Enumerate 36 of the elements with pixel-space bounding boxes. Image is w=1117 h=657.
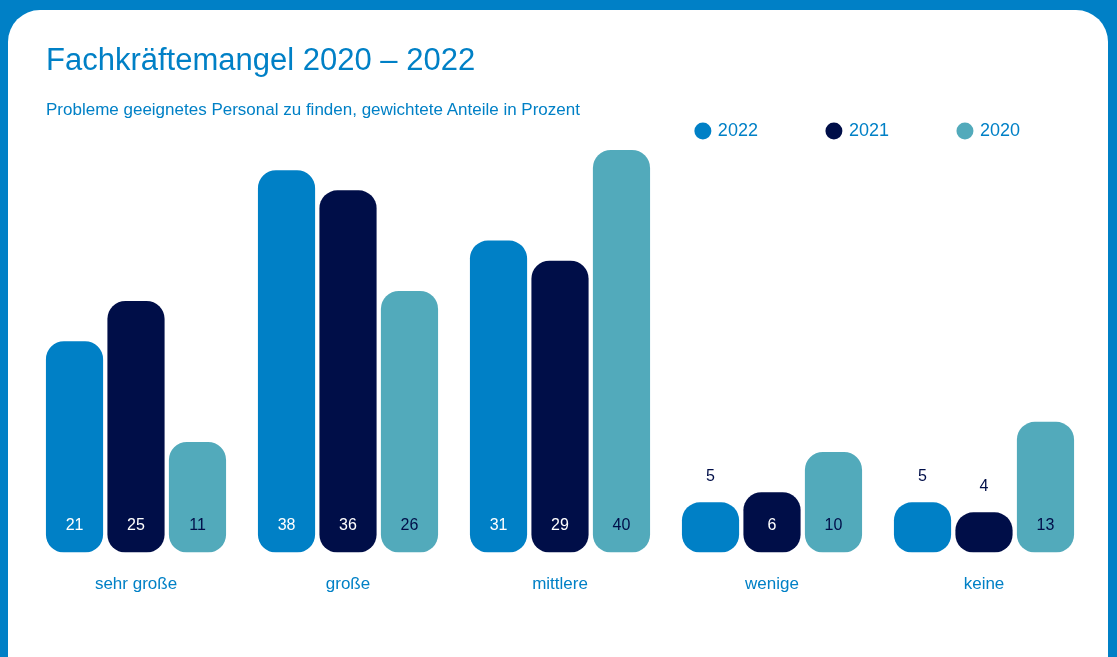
bar [319, 190, 377, 553]
data-label: 21 [65, 516, 84, 534]
x-tick-label: keine [963, 574, 1005, 594]
bar [45, 341, 104, 553]
chart-subtitle: Probleme geeignetes Personal zu finden, gewichtete Anteile in Prozent [46, 100, 580, 120]
bar [168, 441, 227, 553]
bar [469, 240, 528, 553]
data-label: 4 [979, 476, 989, 494]
data-label: 10 [824, 516, 843, 534]
x-tick-label: mittlere [532, 574, 588, 594]
data-label: 26 [400, 516, 419, 534]
data-label: 36 [339, 516, 357, 534]
data-label: 5 [918, 466, 928, 484]
bar [804, 451, 863, 553]
bar [531, 260, 589, 553]
data-label: 25 [127, 516, 145, 534]
x-tick-label: wenige [744, 574, 799, 594]
data-label: 38 [277, 516, 296, 534]
bar [257, 170, 316, 553]
data-label: 40 [612, 516, 631, 534]
data-label: 11 [189, 516, 206, 534]
chart-title: Fachkräftemangel 2020 – 2022 [46, 42, 476, 78]
bar [107, 300, 165, 553]
legend-label: 2020 [979, 119, 1020, 140]
data-label: 13 [1036, 516, 1055, 534]
data-label: 5 [706, 466, 716, 484]
bar [1016, 421, 1075, 553]
legend-label: 2022 [717, 119, 758, 140]
data-label: 6 [767, 516, 777, 534]
legend-label: 2021 [848, 119, 889, 140]
bar [380, 290, 439, 553]
bar [592, 150, 651, 553]
x-tick-label: sehr große [94, 574, 178, 594]
x-tick-label: große [325, 574, 371, 594]
data-label: 31 [489, 516, 508, 534]
data-label: 29 [551, 516, 569, 534]
